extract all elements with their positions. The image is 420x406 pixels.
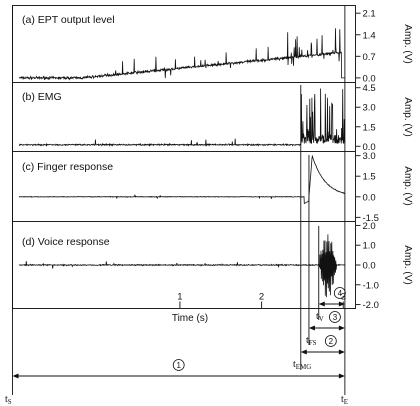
- chart-marks: 2.11.40.70.04.53.01.50.03.01.50.0-1.52.0…: [12, 5, 379, 395]
- interval-1-arrow-label: 1: [176, 361, 181, 370]
- tEMG-label-main: t: [293, 359, 296, 370]
- y-tick-label-c-3: -1.5: [363, 213, 379, 224]
- tFS-label: tFS: [306, 335, 317, 347]
- y-axis-label-a: Amp. (V): [402, 24, 413, 63]
- y-tick-label-d-0: 2.0: [363, 221, 376, 232]
- tV-label-main: t: [316, 311, 319, 322]
- tEMG-label: tEMG: [293, 359, 311, 371]
- interval-2-arrow-head-right: [338, 349, 345, 355]
- y-tick-label-d-2: 0.0: [363, 261, 376, 272]
- interval-2-arrow-badge: [324, 335, 337, 347]
- y-tick-label-b-3: 0.0: [363, 142, 376, 153]
- series-line-c: [18, 154, 346, 205]
- interval-1-arrow-head-left: [12, 373, 19, 379]
- y-tick-label-d-1: 1.0: [363, 241, 376, 252]
- tS-label-sub: S: [8, 398, 12, 406]
- panel-title-d: (d) Voice response: [22, 236, 110, 248]
- tEMG-label-sub: EMG: [296, 363, 312, 371]
- tE-label-main: t: [341, 394, 344, 405]
- series-line-d: [18, 234, 346, 298]
- interval-1-arrow-head-right: [338, 373, 345, 379]
- interval-4-arrow-badge: [333, 287, 346, 299]
- interval-3-arrow-head-left: [308, 325, 315, 331]
- y-axis-label-c: Amp. (V): [402, 166, 413, 205]
- tS-label-main: t: [5, 394, 8, 405]
- panel-title-b: (b) EMG: [22, 91, 62, 103]
- x-axis-label: Time (s): [172, 313, 208, 324]
- y-tick-label-c-0: 3.0: [363, 151, 376, 162]
- interval-4-arrow-head-left: [318, 301, 325, 307]
- interval-3-arrow-head-right: [338, 325, 345, 331]
- y-tick-label-a-1: 1.4: [363, 30, 376, 41]
- y-tick-label-c-1: 1.5: [363, 172, 376, 183]
- series-line-b: [18, 88, 346, 147]
- panel-title-c: (c) Finger response: [22, 161, 113, 173]
- y-axis-label-b: Amp. (V): [402, 97, 413, 136]
- x-tick-label-1: 2: [259, 292, 264, 303]
- y-tick-label-a-3: 0.0: [363, 73, 376, 84]
- y-tick-label-b-1: 3.0: [363, 103, 376, 114]
- interval-4-arrow-head-right: [338, 301, 345, 307]
- interval-4-arrow-label: 4: [338, 289, 343, 298]
- tV-label-sub: V: [319, 315, 324, 323]
- y-tick-label-b-0: 4.5: [363, 83, 376, 94]
- panel-title-a: (a) EPT output level: [22, 14, 115, 26]
- interval-2-arrow-label: 2: [329, 337, 334, 346]
- y-tick-label-a-0: 2.1: [363, 9, 376, 20]
- x-tick-label-0: 1: [177, 292, 182, 303]
- interval-3-arrow-badge: [329, 311, 341, 323]
- interval-1-arrow-badge: [172, 359, 185, 371]
- y-tick-label-b-2: 1.5: [363, 122, 376, 133]
- tV-label: tV: [316, 311, 324, 323]
- y-tick-label-d-4: -2.0: [363, 300, 379, 311]
- series-line-a: [18, 28, 345, 81]
- y-tick-label-c-2: 0.0: [363, 192, 376, 203]
- tFS-label-sub: FS: [309, 339, 317, 347]
- y-axis-label-d: Amp. (V): [402, 245, 413, 284]
- tFS-label-main: t: [306, 335, 309, 346]
- tE-label: tE: [341, 394, 348, 406]
- interval-3-arrow-label: 3: [333, 313, 338, 322]
- tS-label: tS: [5, 394, 12, 406]
- y-tick-label-d-3: -1.0: [363, 280, 379, 291]
- y-tick-label-a-2: 0.7: [363, 52, 376, 63]
- tE-label-sub: E: [344, 398, 348, 406]
- interval-2-arrow-head-left: [300, 349, 307, 355]
